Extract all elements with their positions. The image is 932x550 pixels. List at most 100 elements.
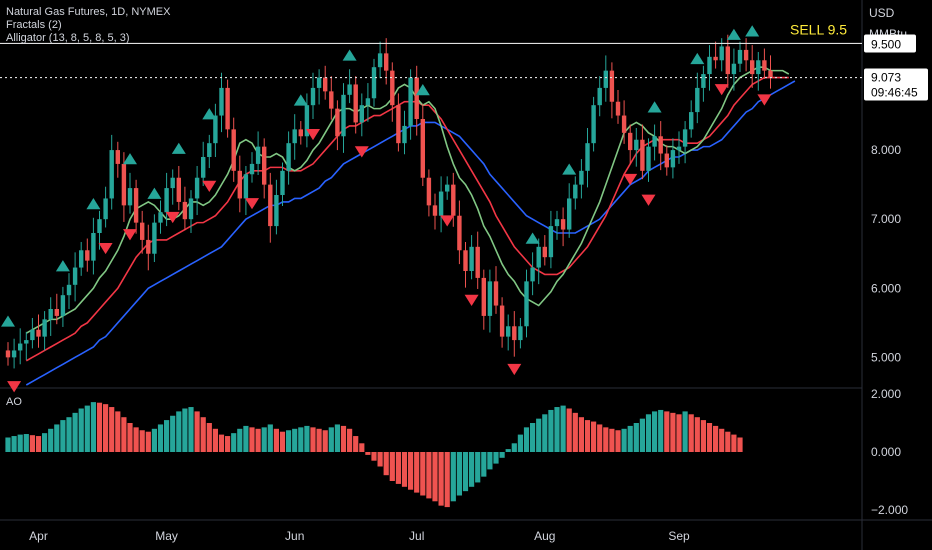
ao-bar (273, 428, 279, 452)
candle-body (487, 281, 493, 316)
candle-body (457, 215, 462, 251)
candle-body (628, 132, 633, 151)
ao-bar (78, 408, 84, 452)
price-axis: USDMMBtu8.0007.0006.0005.0002.0000.000−2… (29, 6, 928, 543)
candle-body (237, 170, 242, 199)
month-tick: Jun (285, 529, 304, 543)
candle-body (768, 70, 773, 78)
candle-body (463, 250, 468, 271)
ao-bar (237, 428, 243, 452)
candle-body (213, 115, 218, 144)
ao-bar (652, 411, 658, 452)
ao-bar (395, 452, 401, 484)
candle-body (676, 146, 682, 151)
candle-body (750, 60, 755, 75)
candle-body (737, 49, 743, 64)
fractal-up-icon (342, 49, 357, 61)
ao-bar (353, 436, 359, 452)
candle-body (280, 170, 285, 195)
candle-body (518, 326, 523, 341)
fractal-up-icon (171, 142, 186, 154)
candle-body (597, 87, 602, 106)
ao-bar (554, 407, 560, 452)
fractal-down-icon (7, 381, 22, 393)
ao-bar (200, 417, 206, 452)
ao-bar (475, 452, 481, 483)
ao-tick: −2.000 (871, 503, 908, 517)
ao-bar (182, 408, 188, 452)
fractal-down-icon (714, 84, 729, 96)
ao-bar (401, 452, 408, 487)
ao-bar (29, 435, 35, 452)
ao-bar (694, 417, 700, 452)
candle-body (689, 112, 694, 130)
ao-bar (139, 430, 145, 452)
candle-body (682, 129, 688, 147)
candle-body (262, 146, 267, 185)
candle-body (353, 84, 358, 123)
candle-body (42, 319, 47, 337)
candle-body (182, 201, 188, 220)
month-tick: Jul (409, 529, 424, 543)
candle-body (530, 267, 535, 282)
candle-body (365, 98, 371, 106)
ao-bar (54, 424, 60, 452)
fractal-down-icon (202, 180, 217, 192)
ao-bar (267, 424, 273, 452)
candle-body (85, 250, 90, 261)
fractal-up-icon (293, 94, 308, 106)
candle-body (573, 184, 578, 199)
candle-body (554, 219, 560, 227)
candle-body (438, 191, 444, 216)
alligator-lips (25, 66, 790, 334)
ao-bar (487, 452, 493, 470)
ao-bar (688, 414, 694, 452)
fractal-down-icon (464, 294, 479, 306)
ao-bar (218, 434, 225, 452)
candle-body (506, 326, 511, 337)
ao-bar (170, 415, 176, 452)
ao-bar (731, 434, 737, 452)
ao-tick: 0.000 (871, 445, 901, 459)
candle-body (310, 87, 316, 106)
candle-body (512, 326, 517, 341)
candle-body (115, 150, 120, 164)
ao-bar (548, 409, 554, 452)
ao-bar (334, 424, 340, 452)
ao-bar (420, 452, 426, 496)
price-badge-text: 9.073 (871, 71, 901, 85)
ao-bar (639, 418, 645, 452)
candle-body (188, 198, 194, 220)
ao-bar (133, 427, 139, 452)
fractal-up-icon (562, 163, 577, 175)
candle-body (652, 136, 657, 147)
legend-symbol: Natural Gas Futures, 1D, NYMEX (6, 6, 171, 18)
ao-bar (188, 407, 194, 452)
ao-bar (700, 420, 706, 452)
ao-bar (584, 420, 591, 452)
ao-bar (23, 434, 29, 452)
candle-body (432, 205, 438, 216)
ao-bar (578, 417, 584, 452)
candle-body (225, 87, 230, 130)
candle-body (341, 94, 346, 137)
candle-body (152, 222, 157, 254)
ao-bar (365, 452, 371, 455)
ao-bar (225, 436, 231, 452)
candle-body (268, 184, 273, 227)
legend: Natural Gas Futures, 1D, NYMEX Fractals … (6, 6, 170, 45)
fractal-up-icon (55, 260, 70, 272)
month-tick: May (155, 529, 178, 543)
ao-bar (72, 412, 78, 452)
candle-body (743, 49, 749, 61)
candle-body (298, 129, 303, 137)
ao-bar (499, 452, 505, 458)
candle-body (390, 70, 395, 106)
candle-body (97, 219, 102, 233)
candle-body (255, 146, 261, 164)
ao-bar (670, 412, 676, 452)
candle-body (664, 153, 669, 168)
ao-bar (414, 452, 420, 493)
